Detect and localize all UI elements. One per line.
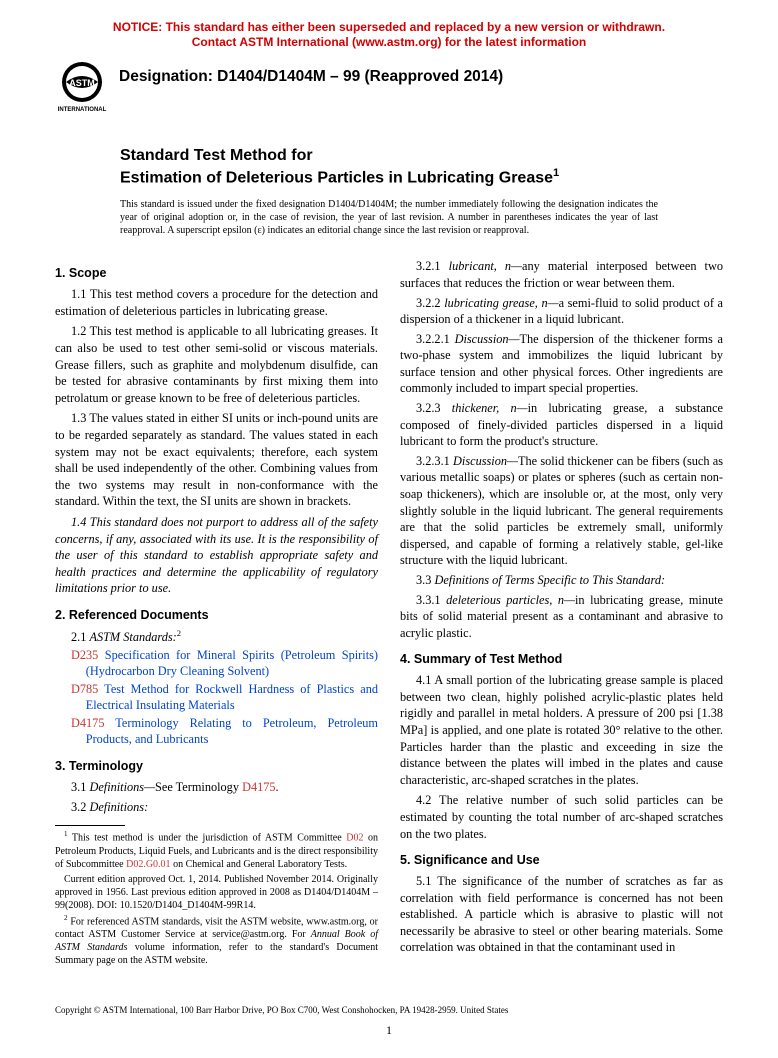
body-columns: 1. Scope 1.1 This test method covers a p… — [55, 255, 723, 969]
astm-logo-icon: ASTM INTERNATIONAL — [55, 60, 109, 114]
svg-text:ASTM: ASTM — [69, 78, 95, 88]
notice-banner: NOTICE: This standard has either been su… — [55, 20, 723, 50]
para-4-2: 4.2 The relative number of such solid pa… — [400, 792, 723, 842]
header-row: ASTM INTERNATIONAL Designation: D1404/D1… — [55, 60, 723, 114]
designation-label: Designation: D1404/D1404M – 99 (Reapprov… — [119, 60, 503, 86]
section-head-terminology: 3. Terminology — [55, 758, 378, 775]
para-1-3: 1.3 The values stated in either SI units… — [55, 410, 378, 510]
left-column: 1. Scope 1.1 This test method covers a p… — [55, 255, 378, 969]
notice-line1: NOTICE: This standard has either been su… — [113, 20, 665, 34]
para-1-4: 1.4 This standard does not purport to ad… — [55, 514, 378, 597]
issuance-note: This standard is issued under the fixed … — [120, 198, 658, 237]
section-head-significance: 5. Significance and Use — [400, 852, 723, 869]
footnote-separator — [55, 825, 125, 826]
para-3-2-2-1: 3.2.2.1 Discussion—The dispersion of the… — [400, 331, 723, 397]
footnote-2: 2 For referenced ASTM standards, visit t… — [55, 914, 378, 967]
para-3-3: 3.3 Definitions of Terms Specific to Thi… — [400, 572, 723, 589]
para-3-3-1: 3.3.1 deleterious particles, n—in lubric… — [400, 592, 723, 642]
notice-line2: Contact ASTM International (www.astm.org… — [192, 35, 586, 49]
para-4-1: 4.1 A small portion of the lubricating g… — [400, 672, 723, 788]
document-page: NOTICE: This standard has either been su… — [0, 0, 778, 1058]
footnote-1: 1 This test method is under the jurisdic… — [55, 830, 378, 870]
para-5-1: 5.1 The significance of the number of sc… — [400, 873, 723, 956]
para-3-2-3-1: 3.2.3.1 Discussion—The solid thickener c… — [400, 453, 723, 569]
right-column: 3.2.1 lubricant, n—any material interpos… — [400, 255, 723, 969]
footnote-1b: Current edition approved Oct. 1, 2014. P… — [55, 873, 378, 912]
copyright-line: Copyright © ASTM International, 100 Barr… — [55, 1005, 723, 1015]
page-number: 1 — [55, 1023, 723, 1038]
title-line2: Estimation of Deleterious Particles in L… — [120, 166, 723, 188]
para-3-2-3: 3.2.3 thickener, n—in lubricating grease… — [400, 400, 723, 450]
ref-d4175[interactable]: D4175 Terminology Relating to Petroleum,… — [55, 716, 378, 748]
ref-d785[interactable]: D785 Test Method for Rockwell Hardness o… — [55, 682, 378, 714]
para-3-2-1: 3.2.1 lubricant, n—any material interpos… — [400, 258, 723, 291]
para-3-2: 3.2 Definitions: — [55, 799, 378, 816]
para-3-1: 3.1 Definitions—See Terminology D4175. — [55, 779, 378, 796]
ref-d235[interactable]: D235 Specification for Mineral Spirits (… — [55, 648, 378, 680]
section-head-scope: 1. Scope — [55, 265, 378, 282]
para-1-2: 1.2 This test method is applicable to al… — [55, 323, 378, 406]
section-head-refdocs: 2. Referenced Documents — [55, 607, 378, 624]
para-2-1: 2.1 ASTM Standards:2 — [55, 628, 378, 646]
para-1-1: 1.1 This test method covers a procedure … — [55, 286, 378, 319]
svg-text:INTERNATIONAL: INTERNATIONAL — [58, 107, 107, 113]
title-line1: Standard Test Method for — [120, 146, 723, 166]
para-3-2-2: 3.2.2 lubricating grease, n—a semi-fluid… — [400, 295, 723, 328]
title-block: Standard Test Method for Estimation of D… — [120, 146, 723, 188]
section-head-summary: 4. Summary of Test Method — [400, 651, 723, 668]
